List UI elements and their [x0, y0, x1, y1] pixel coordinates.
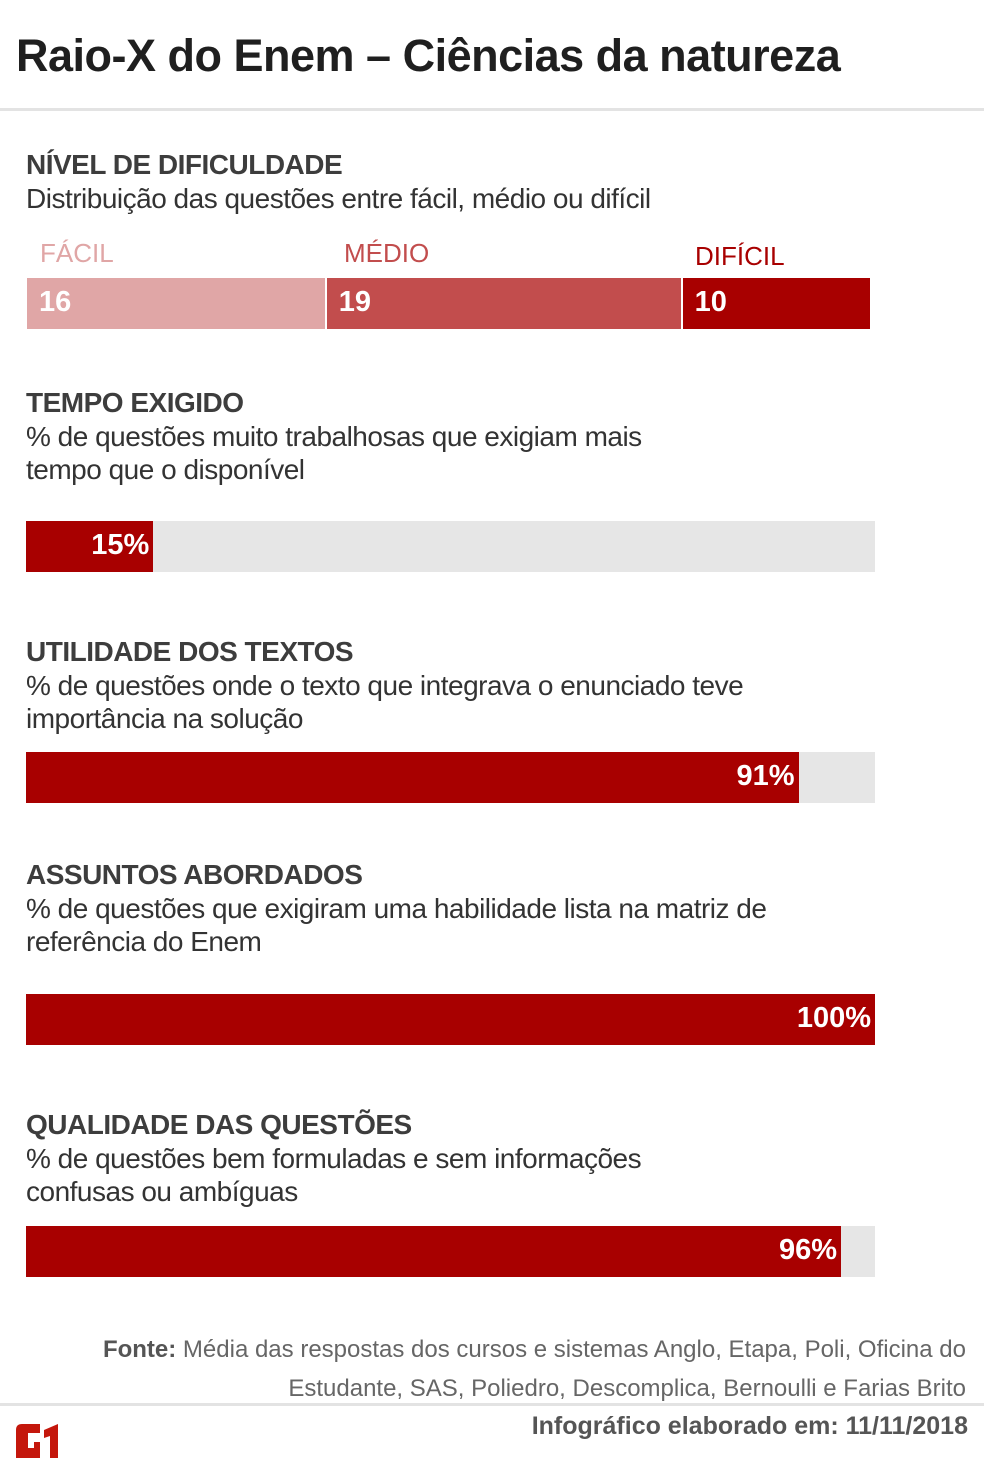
bar-fill: 91% [26, 752, 799, 803]
label-dificil: DIFÍCIL [695, 241, 785, 271]
section-assuntos: ASSUNTOS ABORDADOS % de questões que exi… [26, 858, 926, 958]
segment-medio: 19 [326, 278, 683, 329]
section-heading: NÍVEL DE DIFICULDADE [26, 149, 343, 180]
bar-label: 15% [91, 529, 150, 561]
g1-logo [14, 1424, 74, 1463]
section-heading: TEMPO EXIGIDO [26, 387, 244, 418]
section-subtitle: % de questões muito trabalhosas que exig… [26, 421, 642, 485]
difficulty-bar: 16 19 10 [27, 278, 870, 329]
section-heading: QUALIDADE DAS QUESTÕES [26, 1109, 412, 1140]
section-heading: UTILIDADE DOS TEXTOS [26, 636, 354, 667]
bar-track: 91% [26, 752, 875, 803]
source-text: Média das respostas dos cursos e sistema… [182, 1336, 966, 1402]
page-title: Raio-X do Enem – Ciências da natureza [16, 30, 841, 81]
bar-label: 91% [736, 760, 795, 792]
bar-fill: 15% [26, 521, 154, 572]
bar-label: 96% [778, 1234, 838, 1266]
section-heading: ASSUNTOS ABORDADOS [26, 859, 363, 890]
bar-track: 15% [26, 521, 875, 572]
section-tempo: TEMPO EXIGIDO % de questões muito trabal… [26, 386, 926, 486]
bar-fill: 96% [26, 1226, 842, 1277]
segment-facil: 16 [27, 278, 327, 329]
section-difficulty: NÍVEL DE DIFICULDADE Distribuição das qu… [26, 148, 926, 215]
section-subtitle: Distribuição das questões entre fácil, m… [26, 183, 651, 214]
divider [0, 1403, 984, 1406]
bar-fill: 100% [26, 994, 875, 1045]
value-facil: 16 [39, 286, 72, 318]
segment-dificil: 10 [682, 278, 870, 329]
section-qualidade: QUALIDADE DAS QUESTÕES % de questões bem… [26, 1108, 926, 1208]
date-note: Infográfico elaborado em: 11/11/2018 [531, 1412, 968, 1440]
source-note: Fonte: Média das respostas dos cursos e … [66, 1330, 966, 1408]
section-subtitle: % de questões bem formuladas e sem infor… [26, 1143, 642, 1207]
source-label: Fonte: [102, 1336, 177, 1363]
bar-track: 96% [26, 1226, 875, 1277]
section-utilidade: UTILIDADE DOS TEXTOS % de questões onde … [26, 635, 926, 735]
section-subtitle: % de questões onde o texto que integrava… [26, 670, 744, 734]
label-facil: FÁCIL [40, 238, 114, 268]
divider [0, 108, 984, 111]
value-medio: 19 [338, 286, 371, 318]
section-subtitle: % de questões que exigiram uma habilidad… [26, 893, 767, 957]
bar-track: 100% [26, 994, 875, 1045]
bar-label: 100% [796, 1002, 871, 1034]
label-medio: MÉDIO [344, 238, 430, 268]
value-dificil: 10 [694, 286, 727, 318]
